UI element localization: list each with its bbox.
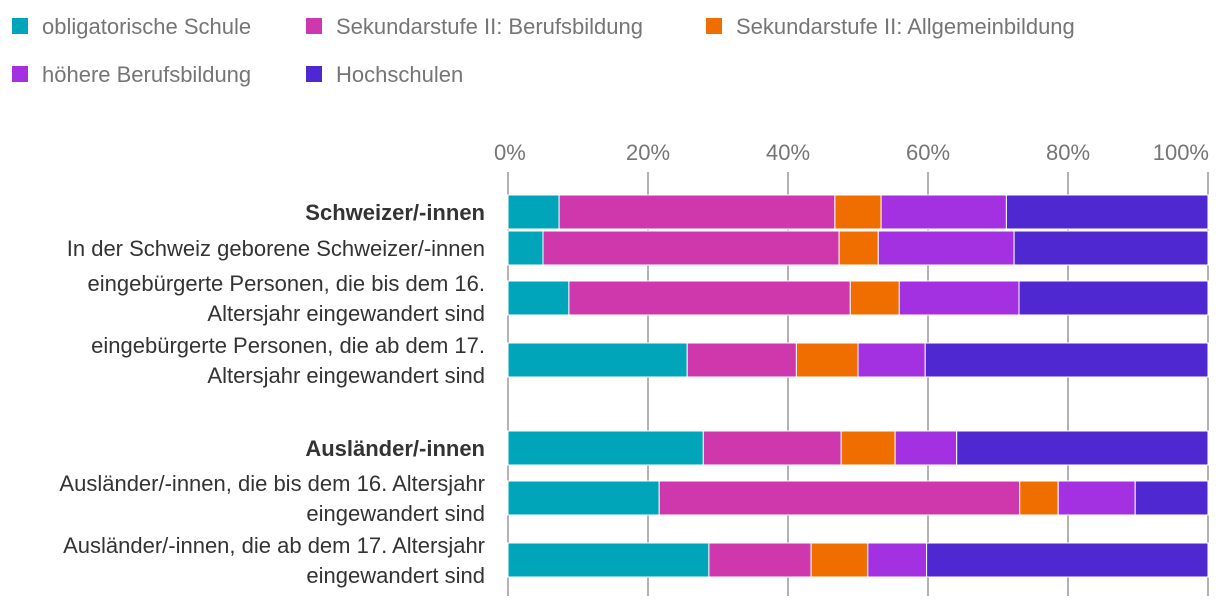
legend-label-hochschulen: Hochschulen [336,62,463,87]
bar-row1-hochschulen [1013,230,1209,266]
category-label-3-line-1: Altersjahr eingewandert sind [207,363,485,388]
x-tick-label-3: 60% [906,140,950,165]
bar-row5-sekundarstufe-ii-allgemeinbildung [1019,480,1059,516]
bar-row3-hochschulen [924,342,1209,378]
bar-row0-obligatorische-schule [507,194,560,230]
x-tick-label-1: 20% [626,140,670,165]
bar-row2-sekundarstufe-ii-allgemeinbildung [849,280,900,316]
bar-row6-sekundarstufe-ii-berufsbildung [708,542,812,578]
bar-row6-sekundarstufe-ii-allgemeinbildung [810,542,869,578]
category-label-3-line-0: eingebürgerte Personen, die ab dem 17. [91,333,485,358]
bar-row2-hochschulen [1018,280,1209,316]
x-axis-ticks: 0% 20% 40% 60% 80% 100% [494,140,1209,165]
category-labels: Schweizer/-innen In der Schweiz geborene … [59,200,485,588]
bar-row3-h-here-berufsbildung [857,342,926,378]
category-label-1-line-0: In der Schweiz geborene Schweizer/-innen [67,236,485,261]
bars [507,194,1209,578]
bar-row3-obligatorische-schule [507,342,688,378]
bar-row6-obligatorische-schule [507,542,710,578]
legend-label-h-here-berufsbildung: höhere Berufsbildung [42,62,251,87]
x-tick-label-2: 40% [766,140,810,165]
x-tick-label-5: 100% [1153,140,1209,165]
bar-row2-h-here-berufsbildung [898,280,1020,316]
category-label-6-line-0: Ausländer/-innen, die ab dem 17. Altersj… [63,533,485,558]
legend: obligatorische Schule Sekundarstufe II: B… [12,14,1075,87]
legend-label-sekundarstufe-ii-berufsbildung: Sekundarstufe II: Berufsbildung [336,14,643,39]
bar-row3-sekundarstufe-ii-berufsbildung [686,342,797,378]
bar-row5-h-here-berufsbildung [1057,480,1136,516]
legend-label-sekundarstufe-ii-allgemeinbildung: Sekundarstufe II: Allgemeinbildung [736,14,1075,39]
bar-row4-obligatorische-schule [507,430,704,466]
category-label-0-line-0: Schweizer/-innen [305,200,485,225]
bar-row6-hochschulen [926,542,1209,578]
bar-row6-h-here-berufsbildung [867,542,928,578]
bar-row2-obligatorische-schule [507,280,570,316]
bar-row0-hochschulen [1005,194,1209,230]
bar-row1-sekundarstufe-ii-berufsbildung [542,230,840,266]
bar-row0-sekundarstufe-ii-berufsbildung [558,194,836,230]
bar-row4-h-here-berufsbildung [894,430,958,466]
x-tick-label-0: 0% [494,140,526,165]
bar-row5-sekundarstufe-ii-berufsbildung [658,480,1021,516]
bar-row5-obligatorische-schule [507,480,660,516]
bar-row1-sekundarstufe-ii-allgemeinbildung [838,230,879,266]
legend-swatch-sekundarstufe-ii-allgemeinbildung [706,18,722,34]
bar-row4-sekundarstufe-ii-allgemeinbildung [840,430,896,466]
bar-row3-sekundarstufe-ii-allgemeinbildung [795,342,859,378]
x-tick-label-4: 80% [1046,140,1090,165]
legend-swatch-sekundarstufe-ii-berufsbildung [306,18,322,34]
bar-row1-obligatorische-schule [507,230,544,266]
bar-row2-sekundarstufe-ii-berufsbildung [568,280,851,316]
legend-swatch-obligatorische-schule [12,18,28,34]
legend-swatch-hochschulen [306,66,322,82]
bar-row4-sekundarstufe-ii-berufsbildung [702,430,842,466]
category-label-2-line-1: Altersjahr eingewandert sind [207,301,485,326]
bar-row1-h-here-berufsbildung [877,230,1015,266]
bar-row0-h-here-berufsbildung [880,194,1007,230]
bar-row0-sekundarstufe-ii-allgemeinbildung [834,194,882,230]
category-label-5-line-0: Ausländer/-innen, die bis dem 16. Alters… [59,471,485,496]
category-label-5-line-1: eingewandert sind [306,501,485,526]
category-label-6-line-1: eingewandert sind [306,563,485,588]
category-label-4-line-0: Ausländer/-innen [305,436,485,461]
legend-swatch-h-here-berufsbildung [12,66,28,82]
bar-row4-hochschulen [956,430,1209,466]
bar-row5-hochschulen [1134,480,1209,516]
category-label-2-line-0: eingebürgerte Personen, die bis dem 16. [88,271,485,296]
legend-label-obligatorische-schule: obligatorische Schule [42,14,251,39]
